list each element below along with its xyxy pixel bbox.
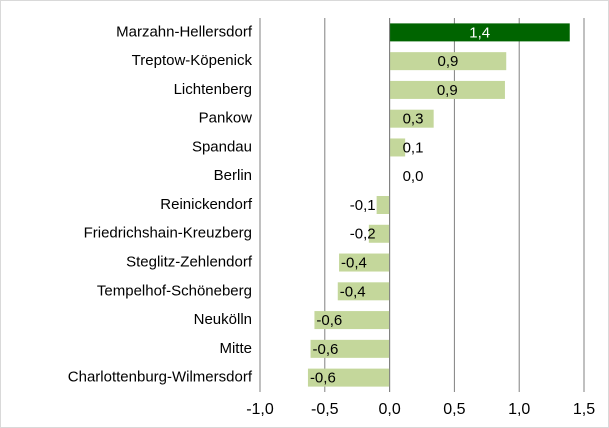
bar xyxy=(389,138,406,157)
value-label: 0,1 xyxy=(403,139,424,156)
bar xyxy=(389,52,507,71)
value-label: 0,0 xyxy=(403,168,424,185)
bar xyxy=(337,282,390,301)
value-label: 0,3 xyxy=(403,111,424,128)
bar xyxy=(339,253,390,272)
x-tick-label: 1,0 xyxy=(508,401,530,418)
bar xyxy=(376,196,390,214)
value-label: -0,6 xyxy=(313,341,339,358)
bar xyxy=(389,23,570,42)
bar xyxy=(389,109,434,128)
y-tick-label: Steglitz-Zehlendorf xyxy=(126,254,253,271)
value-label: -0,6 xyxy=(310,370,336,387)
x-tick-label: -1,0 xyxy=(246,401,274,418)
y-tick-label: Neukölln xyxy=(194,311,252,328)
x-tick-label: 0,0 xyxy=(378,401,400,418)
y-tick-label: Reinickendorf xyxy=(160,196,253,213)
value-label: -0,2 xyxy=(350,226,376,243)
bar xyxy=(314,311,390,330)
bar xyxy=(368,224,390,243)
bar xyxy=(310,339,390,358)
y-tick-label: Mitte xyxy=(219,340,252,357)
y-tick-label: Spandau xyxy=(192,138,252,155)
value-label: -0,4 xyxy=(341,255,367,272)
value-label: -0,6 xyxy=(316,312,342,329)
x-tick-label: 0,5 xyxy=(443,401,465,418)
value-label: -0,4 xyxy=(340,283,366,300)
bar xyxy=(307,368,390,387)
y-tick-label: Pankow xyxy=(199,110,253,127)
value-label: 1,4 xyxy=(469,24,490,41)
value-label: -0,1 xyxy=(350,197,376,214)
y-tick-label: Marzahn-Hellersdorf xyxy=(116,23,253,40)
y-tick-label: Treptow-Köpenick xyxy=(132,52,253,69)
value-label: 0,9 xyxy=(437,53,458,70)
bar xyxy=(389,80,505,99)
value-label: 0,9 xyxy=(437,82,458,99)
y-tick-label: Tempelhof-Schöneberg xyxy=(97,282,252,299)
x-tick-label: -0,5 xyxy=(311,401,339,418)
y-tick-label: Berlin xyxy=(214,167,252,184)
y-tick-label: Lichtenberg xyxy=(174,81,252,98)
x-tick-label: 1,5 xyxy=(573,401,595,418)
y-tick-label: Friedrichshain-Kreuzberg xyxy=(84,225,252,242)
y-tick-label: Charlottenburg-Wilmersdorf xyxy=(68,369,253,386)
